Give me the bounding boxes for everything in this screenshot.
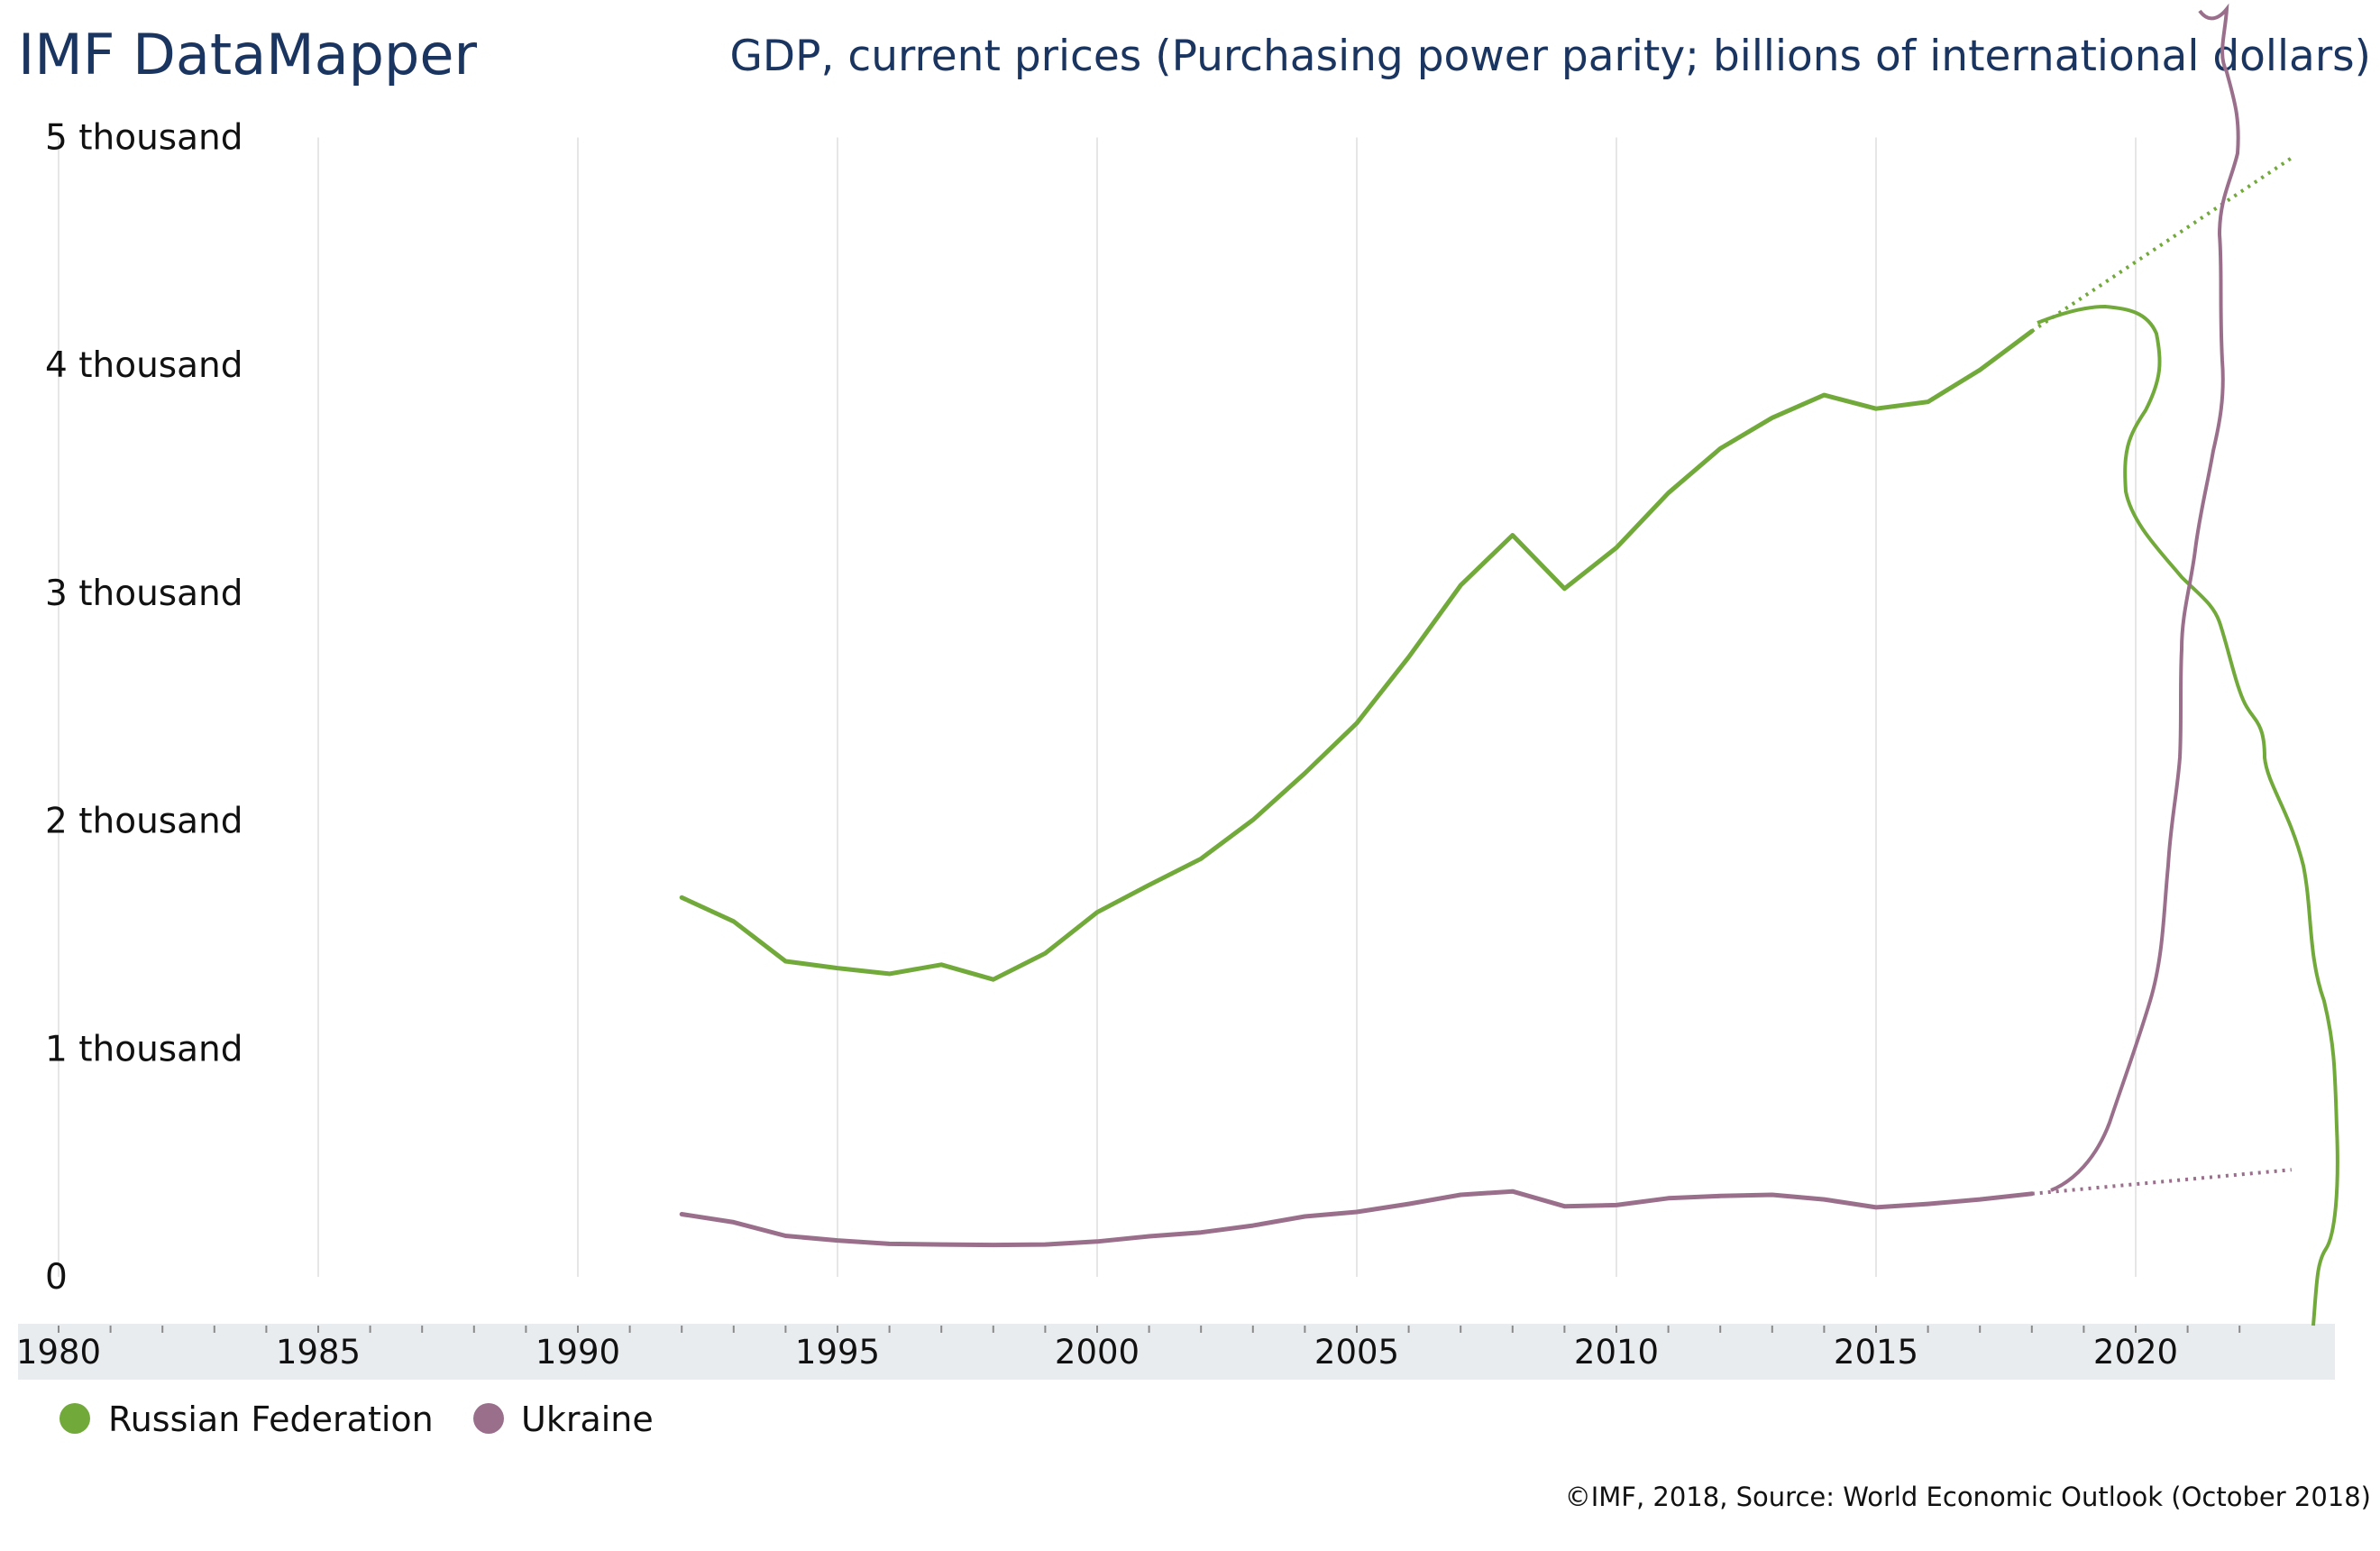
chart-title: GDP, current prices (Purchasing power pa… <box>730 32 2371 81</box>
x-tick-label: 1980 <box>16 1333 101 1372</box>
y-tick-label: 3 thousand <box>45 574 243 614</box>
x-axis-minor-ticks <box>58 1326 2241 1333</box>
legend-item-russian-federation[interactable]: Russian Federation <box>60 1400 434 1439</box>
y-axis-ticks: 0 1 thousand 2 thousand 3 thousand 4 thousan… <box>45 118 243 1299</box>
x-tick-label: 1990 <box>536 1333 620 1372</box>
x-tick-label: 2015 <box>1834 1333 1918 1372</box>
x-tick-label: 1995 <box>795 1333 880 1372</box>
legend-label-russian-federation: Russian Federation <box>108 1400 434 1439</box>
source-credit: ©IMF, 2018, Source: World Economic Outlo… <box>1565 1482 2371 1512</box>
x-tick-label: 2010 <box>1574 1333 1659 1372</box>
y-tick-label: 2 thousand <box>45 802 243 842</box>
legend-item-ukraine[interactable]: Ukraine <box>473 1400 654 1439</box>
x-tick-label: 2020 <box>2093 1333 2178 1372</box>
legend-marker-ukraine <box>473 1403 504 1434</box>
x-tick-label: 2000 <box>1055 1333 1140 1372</box>
y-tick-label: 5 thousand <box>45 118 243 159</box>
chart-legend: Russian Federation Ukraine <box>60 1400 654 1439</box>
series-projection-russian-federation <box>2030 156 2293 333</box>
legend-marker-russian-federation <box>60 1403 90 1434</box>
series-lines <box>679 156 2293 1248</box>
y-tick-label: 1 thousand <box>45 1029 243 1069</box>
x-axis-band <box>18 1324 2335 1380</box>
x-tick-label: 2005 <box>1314 1333 1399 1372</box>
x-axis-ticks: 1980 1985 1990 1995 2000 2005 2010 2015 2020 <box>16 1333 2178 1372</box>
grid-lines <box>58 137 2137 1277</box>
legend-label-ukraine: Ukraine <box>521 1400 654 1439</box>
series-projection-ukraine <box>2031 1168 2292 1196</box>
series-line-russian-federation[interactable] <box>679 328 2035 982</box>
series-line-ukraine[interactable] <box>679 1188 2035 1248</box>
brand-title: IMF DataMapper <box>18 22 478 87</box>
x-tick-label: 1985 <box>276 1333 361 1372</box>
y-tick-label: 0 <box>45 1257 68 1298</box>
decorative-purple-stroke <box>2050 3 2240 1192</box>
y-tick-label: 4 thousand <box>45 345 243 386</box>
decorative-green-stroke <box>2037 304 2339 1326</box>
